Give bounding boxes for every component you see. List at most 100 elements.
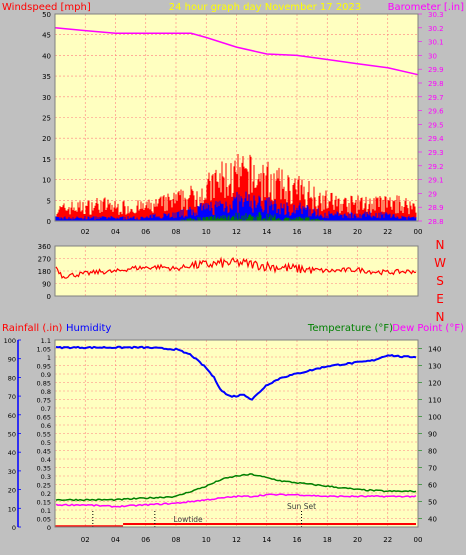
humidity-y-tick: 60 (8, 412, 16, 420)
temperature-y-tick: 50 (428, 499, 437, 507)
wind-x-tick: 08 (172, 228, 181, 236)
barometer-y-tick: 29.4 (428, 135, 444, 143)
rain-y-tick: 0.5 (41, 439, 51, 447)
rain-y-tick: 0.55 (37, 431, 51, 439)
humidity-y-tick: 70 (8, 393, 16, 401)
barometer-label: Barometer [.in] (388, 2, 464, 13)
humidity-x-tick: 22 (383, 536, 392, 544)
temperature-y-tick: 100 (428, 414, 441, 422)
humidity-x-tick: 16 (293, 536, 302, 544)
barometer-y-tick: 29.6 (428, 108, 444, 116)
wind-x-tick: 22 (383, 228, 392, 236)
barometer-y-tick: 29.3 (428, 149, 444, 157)
wind-y-tick: 25 (42, 115, 51, 123)
humidity-y-tick: 80 (8, 374, 16, 382)
wind-x-tick: 10 (202, 228, 211, 236)
compass-letter: N (436, 238, 445, 252)
temperature-y-tick: 90 (428, 431, 437, 439)
wind-plot-border (54, 13, 419, 222)
humidity-x-tick: 12 (232, 536, 241, 544)
temperature-y-tick: 110 (428, 397, 441, 405)
wind-x-tick: 20 (353, 228, 362, 236)
wind-x-tick: 16 (293, 228, 302, 236)
wind-y-tick: 0 (47, 218, 51, 226)
direction-y-tick: 270 (38, 256, 51, 264)
barometer-y-tick: 29.5 (428, 121, 444, 129)
barometer-y-tick: 29.8 (428, 80, 444, 88)
compass-letter: W (434, 256, 446, 270)
humidity-y-tick: 50 (8, 431, 16, 439)
wind-y-tick: 20 (42, 135, 51, 143)
humidity-x-tick: 20 (353, 536, 362, 544)
temperature-label: Temperature (°F) (307, 323, 393, 334)
wind-x-tick: 12 (232, 228, 241, 236)
wind-y-tick: 35 (42, 73, 51, 81)
humidity-x-tick: 18 (323, 536, 332, 544)
wind-y-tick: 50 (42, 11, 51, 19)
barometer-y-tick: 30.2 (428, 25, 444, 33)
barometer-y-tick: 29.2 (428, 163, 444, 171)
barometer-y-tick: 29 (428, 190, 437, 198)
wind-y-tick: 45 (42, 32, 51, 40)
wind-y-tick: 10 (42, 177, 51, 185)
barometer-y-tick: 28.8 (428, 218, 444, 226)
temperature-line (55, 473, 417, 502)
dewpoint-label: Dew Point (°F) (392, 323, 464, 334)
rain-y-tick: 0.2 (41, 490, 51, 498)
direction-y-tick: 360 (38, 243, 51, 251)
barometer-y-tick: 29.1 (428, 177, 444, 185)
rain-y-tick: 0.6 (41, 422, 51, 430)
temperature-y-tick: 80 (428, 448, 437, 456)
wind-y-tick: 40 (42, 52, 51, 60)
barometer-y-tick: 30.3 (428, 11, 444, 19)
temperature-y-tick: 130 (428, 363, 441, 371)
rainfall-label: Rainfall (.in) (2, 323, 63, 334)
windspeed-label: Windspeed [mph] (2, 2, 91, 13)
rain-y-tick: 0.25 (37, 482, 51, 490)
barometer-y-tick: 30 (428, 52, 437, 60)
direction-y-tick: 180 (38, 268, 51, 276)
humidity-y-tick: 10 (8, 505, 16, 513)
rain-y-tick: 0.4 (41, 456, 51, 464)
humidity-y-tick: 20 (8, 487, 16, 495)
direction-y-tick: 0 (47, 293, 51, 301)
wind-x-tick: 00 (414, 228, 423, 236)
rain-y-tick: 0.1 (41, 507, 51, 515)
wind-x-tick: 02 (81, 228, 90, 236)
rain-y-tick: 0.35 (37, 465, 51, 473)
humidity-x-tick: 06 (141, 536, 150, 544)
wind-average-series (55, 191, 417, 221)
temperature-y-tick: 60 (428, 482, 437, 490)
wind-x-tick: 14 (262, 228, 271, 236)
barometer-y-tick: 30.1 (428, 39, 444, 47)
dewpoint-line (55, 493, 417, 508)
wind-x-tick: 04 (111, 228, 120, 236)
rain-y-tick: 0.3 (41, 473, 51, 481)
temperature-y-tick: 120 (428, 380, 441, 388)
humidity-plot-border (54, 339, 419, 528)
rain-y-tick: 0.9 (41, 371, 51, 379)
rain-y-tick: 0.7 (41, 405, 51, 413)
wind-y-tick: 30 (42, 94, 51, 102)
humidity-y-tick: 0 (12, 524, 16, 532)
humidity-label: Humidity (66, 323, 111, 334)
lowtide-annotation: Lowtide (174, 515, 204, 524)
graph-title: 24 hour graph day November 17 2023 (169, 2, 362, 13)
humidity-y-tick: 100 (4, 337, 16, 345)
wind-y-tick: 15 (42, 156, 51, 164)
wind-x-tick: 18 (323, 228, 332, 236)
rain-y-tick: 1.05 (37, 346, 51, 354)
direction-y-tick: 90 (42, 281, 51, 289)
humidity-x-tick: 08 (172, 536, 181, 544)
direction-plot-border (54, 245, 419, 297)
rain-y-tick: 0.45 (37, 448, 51, 456)
humidity-y-tick: 40 (8, 449, 16, 457)
humidity-x-tick: 02 (81, 536, 90, 544)
wind-x-tick: 06 (141, 228, 150, 236)
temperature-y-tick: 40 (428, 516, 437, 524)
humidity-x-tick: 04 (111, 536, 120, 544)
rain-y-tick: 0.85 (37, 380, 51, 388)
rain-y-tick: 0.65 (37, 414, 51, 422)
